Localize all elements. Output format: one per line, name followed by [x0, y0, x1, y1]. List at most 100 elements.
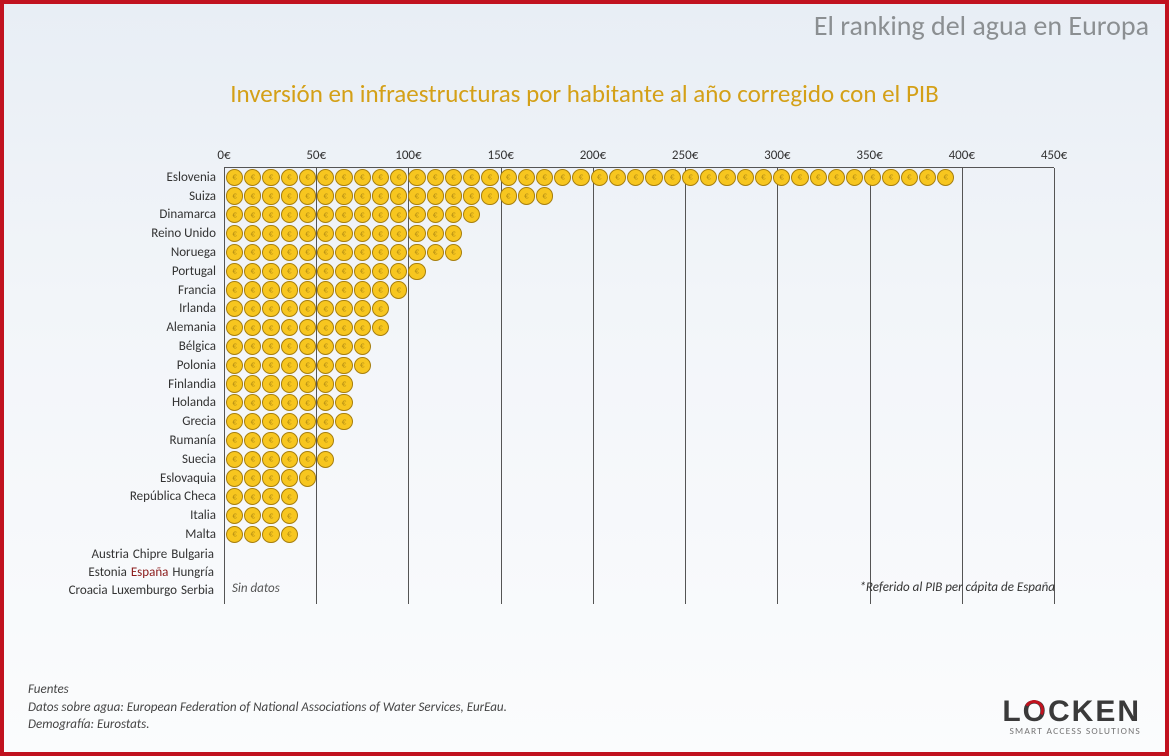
row-label: Noruega — [44, 243, 224, 262]
euro-coin-icon — [335, 338, 352, 355]
logo-text: LOCKEN — [1002, 697, 1141, 727]
coin-bar — [226, 376, 354, 393]
euro-coin-icon — [427, 169, 444, 186]
chart-row: Eslovaquia — [224, 469, 1054, 488]
axis-tick: 200€ — [580, 148, 606, 163]
euro-coin-icon — [408, 206, 425, 223]
chart-row: Suecia — [224, 450, 1054, 469]
euro-coin-icon — [299, 206, 316, 223]
euro-coin-icon — [262, 357, 279, 374]
euro-coin-icon — [335, 357, 352, 374]
euro-coin-icon — [299, 319, 316, 336]
euro-coin-icon — [664, 169, 681, 186]
euro-coin-icon — [445, 206, 462, 223]
chart-row: República Checa — [224, 488, 1054, 507]
euro-coin-icon — [354, 281, 371, 298]
euro-coin-icon — [281, 375, 298, 392]
euro-coin-icon — [427, 187, 444, 204]
euro-coin-icon — [828, 169, 845, 186]
euro-coin-icon — [372, 225, 389, 242]
coin-bar — [226, 451, 335, 468]
euro-coin-icon — [299, 394, 316, 411]
chart-row: Rumanía — [224, 431, 1054, 450]
euro-coin-icon — [281, 357, 298, 374]
no-data-country-line: EstoniaEspañaHungría — [44, 564, 224, 582]
coin-bar — [226, 489, 299, 506]
chart-row: Italia — [224, 506, 1054, 525]
euro-coin-icon — [354, 338, 371, 355]
coin-bar — [226, 357, 372, 374]
euro-coin-icon — [408, 169, 425, 186]
euro-coin-icon — [226, 357, 243, 374]
euro-coin-icon — [244, 488, 261, 505]
euro-coin-icon — [281, 225, 298, 242]
euro-coin-icon — [354, 319, 371, 336]
axis-tick: 150€ — [487, 148, 513, 163]
euro-coin-icon — [335, 300, 352, 317]
euro-coin-icon — [299, 413, 316, 430]
logo-tagline: SMART ACCESS SOLUTIONS — [1002, 727, 1141, 737]
row-label: Dinamarca — [44, 206, 224, 225]
euro-coin-icon — [335, 244, 352, 261]
euro-coin-icon — [244, 507, 261, 524]
chart-footnote: *Referido al PIB per cápita de España — [859, 580, 1055, 596]
euro-coin-icon — [773, 169, 790, 186]
chart-row: Eslovenia — [224, 168, 1054, 187]
coin-bar — [226, 526, 299, 543]
euro-coin-icon — [335, 375, 352, 392]
row-label: Eslovaquia — [44, 469, 224, 488]
euro-coin-icon — [354, 169, 371, 186]
euro-coin-icon — [281, 206, 298, 223]
euro-coin-icon — [390, 206, 407, 223]
chart-row: Suiza — [224, 187, 1054, 206]
axis-tick: 400€ — [949, 148, 975, 163]
euro-coin-icon — [700, 169, 717, 186]
euro-coin-icon — [627, 169, 644, 186]
euro-coin-icon — [299, 469, 316, 486]
euro-coin-icon — [335, 394, 352, 411]
euro-coin-icon — [226, 169, 243, 186]
euro-coin-icon — [262, 507, 279, 524]
euro-coin-icon — [281, 281, 298, 298]
euro-coin-icon — [299, 187, 316, 204]
euro-coin-icon — [281, 413, 298, 430]
euro-coin-icon — [463, 206, 480, 223]
euro-coin-icon — [335, 225, 352, 242]
pictogram-chart: 0€50€100€150€200€250€300€350€400€450€ Es… — [44, 144, 1085, 606]
chart-row: Portugal — [224, 262, 1054, 281]
coin-bar — [226, 207, 481, 224]
euro-coin-icon — [354, 187, 371, 204]
euro-coin-icon — [317, 394, 334, 411]
euro-coin-icon — [281, 187, 298, 204]
euro-coin-icon — [281, 263, 298, 280]
brand-logo: LOCKEN SMART ACCESS SOLUTIONS — [1002, 697, 1141, 737]
euro-coin-icon — [718, 169, 735, 186]
euro-coin-icon — [262, 432, 279, 449]
euro-coin-icon — [244, 206, 261, 223]
no-data-country-line: AustriaChipreBulgaria — [44, 546, 224, 564]
euro-coin-icon — [354, 263, 371, 280]
euro-coin-icon — [427, 244, 444, 261]
sources-block: Fuentes Datos sobre agua: European Feder… — [28, 681, 507, 734]
euro-coin-icon — [262, 263, 279, 280]
row-label: Alemania — [44, 318, 224, 337]
euro-coin-icon — [919, 169, 936, 186]
euro-coin-icon — [226, 394, 243, 411]
plot-area: EsloveniaSuizaDinamarcaReino UnidoNorueg… — [224, 168, 1054, 544]
euro-coin-icon — [281, 469, 298, 486]
euro-coin-icon — [281, 526, 298, 543]
coin-bar — [226, 395, 354, 412]
coin-bar — [226, 470, 317, 487]
euro-coin-icon — [317, 263, 334, 280]
euro-coin-icon — [244, 375, 261, 392]
euro-coin-icon — [244, 394, 261, 411]
euro-coin-icon — [281, 488, 298, 505]
euro-coin-icon — [262, 300, 279, 317]
axis-tick: 350€ — [856, 148, 882, 163]
euro-coin-icon — [317, 357, 334, 374]
euro-coin-icon — [244, 469, 261, 486]
row-label: Holanda — [44, 394, 224, 413]
euro-coin-icon — [262, 375, 279, 392]
row-label: Suecia — [44, 450, 224, 469]
euro-coin-icon — [445, 187, 462, 204]
